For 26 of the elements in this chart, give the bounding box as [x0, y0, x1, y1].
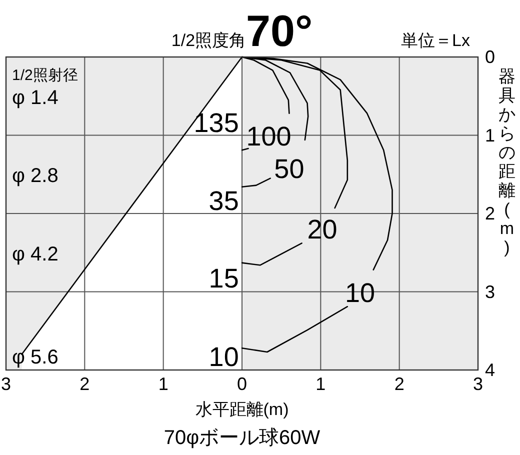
annotation: φ 2.8 — [12, 165, 58, 188]
y-tick-label: 1 — [484, 125, 496, 146]
y-tick-label: 0 — [484, 47, 496, 67]
annotation: 1/2照射径 — [12, 67, 78, 84]
annotation: φ 4.2 — [12, 243, 58, 266]
annotation: 15 — [208, 264, 239, 294]
text: 単位＝Lx — [401, 31, 470, 50]
x-axis-title: 水平距離(m) — [195, 400, 289, 419]
text: 70φボール球60W — [164, 427, 320, 449]
annotation: 35 — [208, 186, 239, 216]
y-tick-label: 2 — [484, 204, 496, 224]
chart-title: 1/2照度角70° — [171, 7, 313, 56]
x-tick-label: 1 — [158, 374, 168, 394]
annotation: 135 — [194, 108, 239, 138]
text: 器具からの距離(m) — [498, 67, 516, 257]
x-tick-label: 2 — [394, 374, 404, 394]
annotation: 10 — [208, 342, 239, 372]
annotation: φ 5.6 — [12, 346, 58, 369]
y-tick-label: 4 — [484, 360, 496, 380]
y-tick-label: 3 — [484, 282, 496, 302]
annotation: 50 — [274, 154, 304, 184]
annotation: φ 1.4 — [12, 86, 58, 109]
x-tick-label: 2 — [80, 374, 90, 394]
x-tick-label: 1 — [316, 374, 326, 394]
x-tick-label: 3 — [0, 374, 12, 394]
x-tick-label: 0 — [236, 374, 248, 394]
